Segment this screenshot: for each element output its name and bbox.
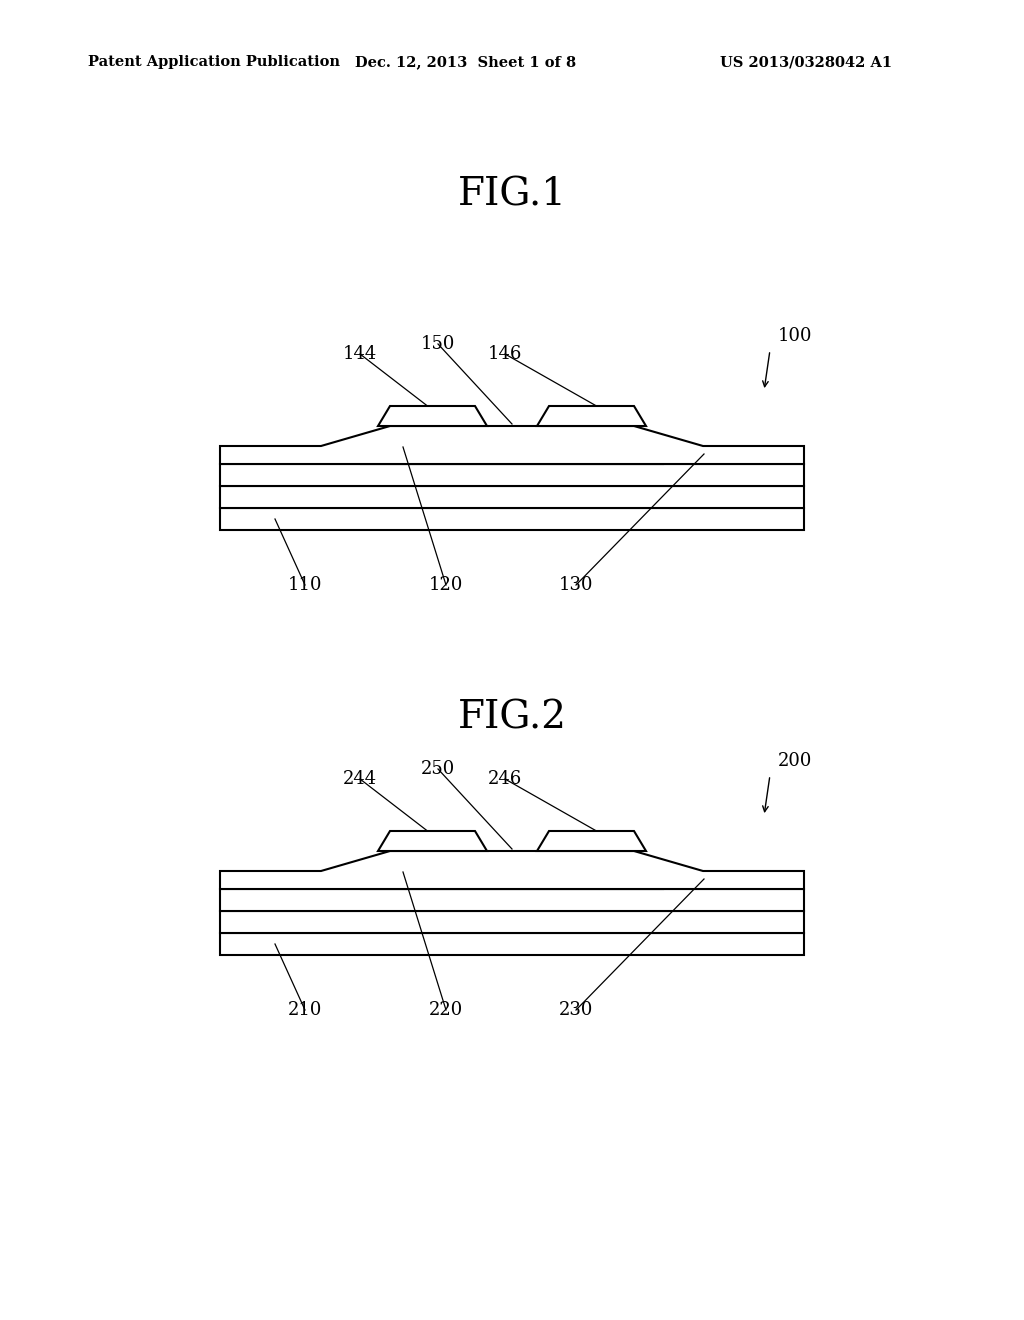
Text: 246: 246 — [487, 770, 522, 788]
Polygon shape — [537, 407, 646, 426]
Text: Dec. 12, 2013  Sheet 1 of 8: Dec. 12, 2013 Sheet 1 of 8 — [355, 55, 577, 69]
Text: 244: 244 — [343, 770, 377, 788]
Text: 130: 130 — [559, 576, 593, 594]
Text: 146: 146 — [487, 345, 522, 363]
Text: 210: 210 — [288, 1001, 323, 1019]
Polygon shape — [220, 888, 804, 911]
Polygon shape — [220, 465, 804, 486]
Text: 144: 144 — [343, 345, 377, 363]
Text: 150: 150 — [421, 335, 456, 352]
Text: 220: 220 — [429, 1001, 463, 1019]
Text: 110: 110 — [288, 576, 323, 594]
Polygon shape — [360, 442, 664, 465]
Text: 200: 200 — [778, 752, 812, 770]
Text: FIG.1: FIG.1 — [458, 177, 566, 214]
Polygon shape — [537, 832, 646, 851]
Polygon shape — [220, 933, 804, 954]
Text: 230: 230 — [559, 1001, 593, 1019]
Text: 100: 100 — [778, 327, 812, 345]
Polygon shape — [220, 508, 804, 531]
Text: Patent Application Publication: Patent Application Publication — [88, 55, 340, 69]
Polygon shape — [378, 407, 487, 426]
Text: 250: 250 — [421, 760, 455, 777]
Polygon shape — [220, 911, 804, 933]
Polygon shape — [220, 486, 804, 508]
Text: US 2013/0328042 A1: US 2013/0328042 A1 — [720, 55, 892, 69]
Text: FIG.2: FIG.2 — [458, 700, 566, 737]
Polygon shape — [220, 426, 804, 465]
Polygon shape — [378, 832, 487, 851]
Polygon shape — [360, 867, 664, 888]
Text: 120: 120 — [429, 576, 463, 594]
Polygon shape — [220, 851, 804, 888]
